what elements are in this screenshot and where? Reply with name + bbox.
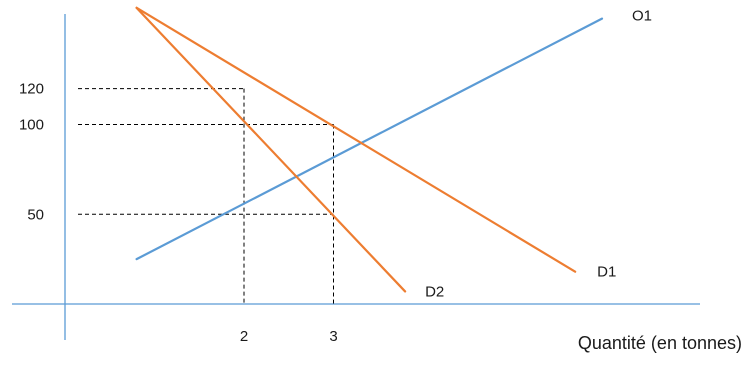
tick-labels: 50 100 120 2 3 xyxy=(19,81,338,345)
axes xyxy=(12,14,700,340)
series-labels: O1 D1 D2 xyxy=(425,8,652,301)
y-tick-label: 50 xyxy=(27,206,44,223)
series-line-d2 xyxy=(135,6,407,293)
series-label-d1: D1 xyxy=(597,264,616,281)
y-tick-label: 100 xyxy=(19,117,44,134)
x-axis-title: Quantité (en tonnes) xyxy=(578,333,742,353)
reference-guides xyxy=(78,88,334,304)
series-label-o1: O1 xyxy=(632,8,652,25)
series-line-d1 xyxy=(135,6,577,273)
x-tick-label: 2 xyxy=(240,328,248,345)
series-label-d2: D2 xyxy=(425,283,444,300)
series-line-o1 xyxy=(135,17,604,261)
y-tick-label: 120 xyxy=(19,81,44,98)
series-lines xyxy=(135,6,604,293)
x-tick-label: 3 xyxy=(329,328,337,345)
